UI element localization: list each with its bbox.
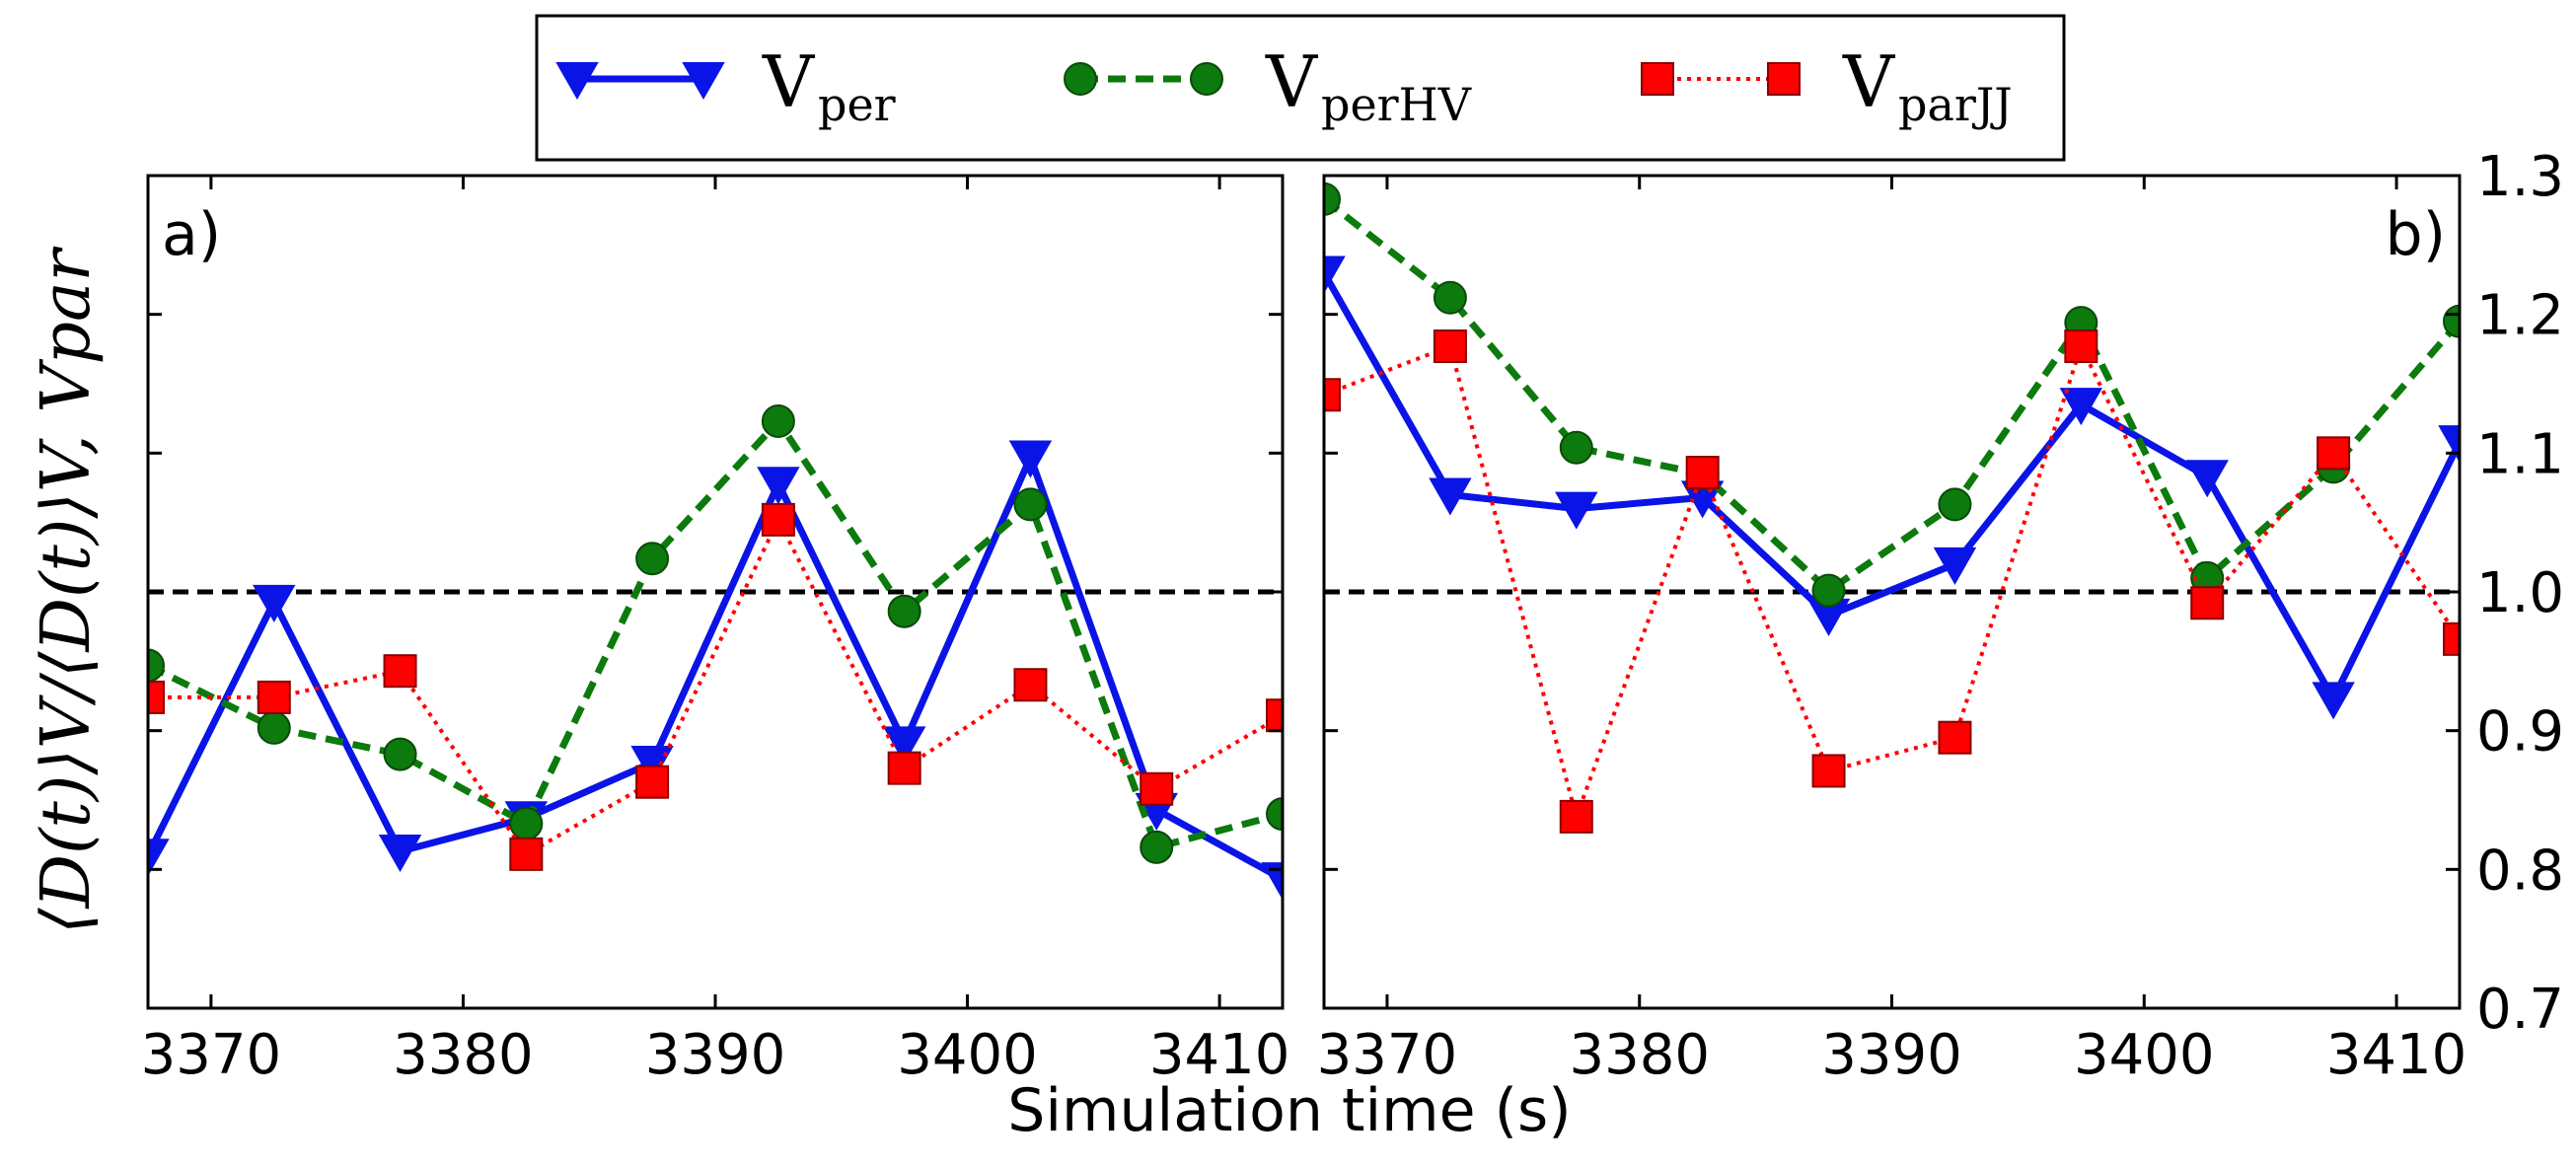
x-tick-label: 3410 xyxy=(1149,1023,1290,1087)
data-point-V_parJJ xyxy=(509,837,544,871)
series-group xyxy=(1324,182,2460,834)
x-tick-label: 3370 xyxy=(1317,1023,1458,1087)
data-point-V_perHV xyxy=(1811,573,1846,608)
data-point-V_parJJ xyxy=(635,765,670,799)
y-tick-label: 0.7 xyxy=(2476,978,2564,1042)
data-point-V_perHV xyxy=(1013,487,1048,522)
y-tick-label: 1.3 xyxy=(2476,145,2564,209)
data-point-V_parJJ xyxy=(761,502,795,537)
x-tick-label: 3400 xyxy=(2074,1023,2215,1087)
y-axis-title: ⟨D(t)⟩V/⟨D(t)⟩V, Vpar xyxy=(28,246,106,934)
data-point-V_parJJ xyxy=(2064,329,2098,364)
data-point-V_parJJ xyxy=(1685,456,1720,490)
data-point-V_parJJ xyxy=(1559,799,1593,834)
data-point-V_parJJ xyxy=(257,680,291,714)
legend-marker-V_perHV xyxy=(1190,62,1223,96)
legend-marker-V_perHV xyxy=(1064,62,1097,96)
series-line-V_perHV xyxy=(1324,196,2460,595)
data-point-V_perHV xyxy=(887,594,921,628)
y-tick-label: 1.2 xyxy=(2476,284,2564,348)
x-tick-label: 3400 xyxy=(897,1023,1038,1087)
panel-label: a) xyxy=(162,200,221,269)
legend-label-V_parJJ: VparJJ xyxy=(1842,40,2013,131)
legend: Vper VperHV VparJJ xyxy=(535,14,2066,162)
data-point-V_perHV xyxy=(761,403,795,438)
data-point-V_per xyxy=(1933,547,1977,585)
data-point-V_perHV xyxy=(635,542,670,576)
data-point-V_per xyxy=(757,467,800,505)
data-point-V_perHV xyxy=(1266,797,1283,832)
y-tick-label: 1.1 xyxy=(2476,422,2564,486)
data-point-V_per xyxy=(1324,256,1346,294)
data-point-V_perHV xyxy=(148,648,165,683)
y-tick-label: 0.8 xyxy=(2476,839,2564,903)
data-point-V_perHV xyxy=(1140,830,1174,864)
data-point-V_per xyxy=(2059,388,2103,426)
data-point-V_per xyxy=(1008,440,1053,478)
series-line-V_parJJ xyxy=(1324,344,2460,819)
legend-frame xyxy=(535,14,2066,162)
x-tick-label: 3390 xyxy=(1821,1023,1962,1087)
data-point-V_parJJ xyxy=(2190,586,2225,620)
data-point-V_per xyxy=(253,584,296,622)
x-axis-title: Simulation time (s) xyxy=(1007,1076,1571,1145)
x-tick-label: 3380 xyxy=(393,1023,534,1087)
data-point-V_parJJ xyxy=(1324,378,1341,412)
data-point-V_parJJ xyxy=(1140,771,1174,806)
series-line-V_perHV xyxy=(148,417,1283,851)
data-point-V_per xyxy=(1555,491,1598,530)
legend-label-V_perHV: VperHV xyxy=(1265,40,1472,131)
series-line-V_per xyxy=(148,454,1283,883)
data-point-V_parJJ xyxy=(2443,621,2460,656)
data-point-V_perHV xyxy=(383,737,417,771)
data-point-V_per xyxy=(1429,477,1472,516)
x-tick-label: 3370 xyxy=(141,1023,282,1087)
data-point-V_per xyxy=(1261,862,1283,901)
data-point-V_parJJ xyxy=(1433,329,1467,364)
data-point-V_parJJ xyxy=(1938,720,1972,755)
data-point-V_parJJ xyxy=(1266,698,1283,733)
legend-marker-V_per xyxy=(555,62,599,101)
panel-label: b) xyxy=(2386,200,2447,269)
data-point-V_perHV xyxy=(1324,182,1341,216)
x-tick-label: 3380 xyxy=(1569,1023,1710,1087)
data-point-V_perHV xyxy=(257,710,291,745)
right-y-axis: 0.7 0.8 0.9 1.0 1.1 1.2 1.3 xyxy=(2476,145,2564,1042)
data-point-V_per xyxy=(2185,460,2229,498)
y-axis-title-text: ⟨D(t)⟩V/⟨D(t)⟩V, Vpar xyxy=(28,246,106,934)
data-point-V_per xyxy=(2312,682,2355,720)
data-point-V_parJJ xyxy=(2317,436,2351,471)
data-point-V_parJJ xyxy=(1013,668,1048,702)
data-point-V_perHV xyxy=(1938,487,1972,522)
legend-marker-V_parJJ xyxy=(1641,62,1674,96)
legend-marker-V_per xyxy=(682,62,725,101)
x-tick-label: 3410 xyxy=(2326,1023,2467,1087)
series-group xyxy=(148,403,1283,901)
x-tick-label: 3390 xyxy=(645,1023,786,1087)
series-line-V_per xyxy=(1324,270,2460,702)
data-point-V_per xyxy=(378,835,422,873)
panel-b: 3370 3380 3390 3400 3410 b) xyxy=(1317,174,2467,1087)
data-point-V_perHV xyxy=(1433,280,1467,315)
panel-a: 3370 3380 3390 3400 3410 a) xyxy=(141,174,1290,1087)
data-point-V_parJJ xyxy=(1811,754,1846,788)
data-point-V_perHV xyxy=(1559,430,1593,465)
data-point-V_parJJ xyxy=(148,680,165,714)
data-point-V_parJJ xyxy=(887,751,921,785)
y-tick-label: 0.9 xyxy=(2476,700,2564,765)
y-tick-label: 1.0 xyxy=(2476,561,2564,625)
legend-marker-V_parJJ xyxy=(1767,62,1801,96)
data-point-V_parJJ xyxy=(383,654,417,689)
legend-label-V_per: Vper xyxy=(762,40,896,131)
series-line-V_parJJ xyxy=(148,517,1283,856)
data-point-V_per xyxy=(148,839,170,877)
